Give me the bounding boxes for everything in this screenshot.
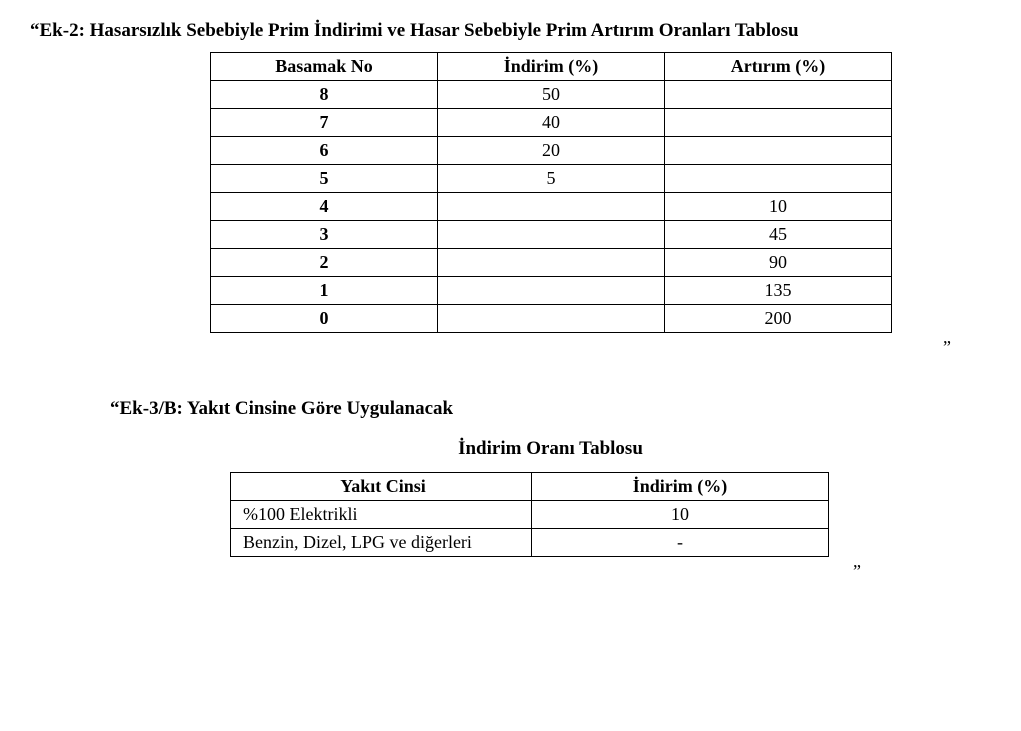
table-row: 1 135	[211, 277, 892, 305]
ek3b-col-yakit: Yakıt Cinsi	[231, 473, 532, 501]
ek2-title: “Ek-2: Hasarsızlık Sebebiyle Prim İndiri…	[30, 20, 991, 42]
table-row: 8 50	[211, 81, 892, 109]
table-row: 5 5	[211, 165, 892, 193]
cell-artirim: 90	[665, 249, 892, 277]
ek3b-table: Yakıt Cinsi İndirim (%) %100 Elektrikli …	[230, 472, 829, 557]
cell-artirim	[665, 109, 892, 137]
table-row: 3 45	[211, 221, 892, 249]
ek2-table: Basamak No İndirim (%) Artırım (%) 8 5 0 …	[210, 52, 892, 333]
ek2-col-artirim: Artırım (%)	[665, 53, 892, 81]
cell-artirim	[665, 165, 892, 193]
cell-indirim	[438, 221, 665, 249]
table-row: 0 200	[211, 305, 892, 333]
cell-artirim: 200	[665, 305, 892, 333]
ek3b-closing-quote: ”	[30, 561, 991, 582]
cell-artirim: 10	[665, 193, 892, 221]
cell-indirim: 10	[532, 501, 829, 529]
cell-basamak: 7	[211, 109, 438, 137]
cell-basamak: 1	[211, 277, 438, 305]
cell-indirim	[438, 277, 665, 305]
table-row: 2 90	[211, 249, 892, 277]
cell-artirim: 135	[665, 277, 892, 305]
cell-yakit: Benzin, Dizel, LPG ve diğerleri	[231, 529, 532, 557]
cell-basamak: 0	[211, 305, 438, 333]
table-row: 4 10	[211, 193, 892, 221]
ek3b-title: “Ek-3/B: Yakıt Cinsine Göre Uygulanacak	[110, 398, 991, 420]
cell-artirim	[665, 137, 892, 165]
cell-indirim: 20	[438, 137, 665, 165]
cell-indirim: -	[532, 529, 829, 557]
ek2-header-row: Basamak No İndirim (%) Artırım (%)	[211, 53, 892, 81]
ek3b-subtitle: İndirim Oranı Tablosu	[30, 438, 991, 460]
cell-basamak: 8	[211, 81, 438, 109]
cell-artirim	[665, 81, 892, 109]
cell-indirim	[438, 249, 665, 277]
cell-yakit: %100 Elektrikli	[231, 501, 532, 529]
cell-indirim: 50	[438, 81, 665, 109]
cell-indirim	[438, 193, 665, 221]
cell-indirim	[438, 305, 665, 333]
table-row: 6 20	[211, 137, 892, 165]
ek3b-col-indirim: İndirim (%)	[532, 473, 829, 501]
table-row: 7 40	[211, 109, 892, 137]
cell-basamak: 3	[211, 221, 438, 249]
cell-indirim: 5	[438, 165, 665, 193]
ek3b-header-row: Yakıt Cinsi İndirim (%)	[231, 473, 829, 501]
table-row: Benzin, Dizel, LPG ve diğerleri -	[231, 529, 829, 557]
ek2-col-basamak: Basamak No	[211, 53, 438, 81]
cell-basamak: 4	[211, 193, 438, 221]
cell-basamak: 6	[211, 137, 438, 165]
cell-indirim: 40	[438, 109, 665, 137]
ek2-col-indirim: İndirim (%)	[438, 53, 665, 81]
ek2-closing-quote: ”	[30, 337, 991, 358]
cell-basamak: 5	[211, 165, 438, 193]
cell-artirim: 45	[665, 221, 892, 249]
table-row: %100 Elektrikli 10	[231, 501, 829, 529]
cell-basamak: 2	[211, 249, 438, 277]
